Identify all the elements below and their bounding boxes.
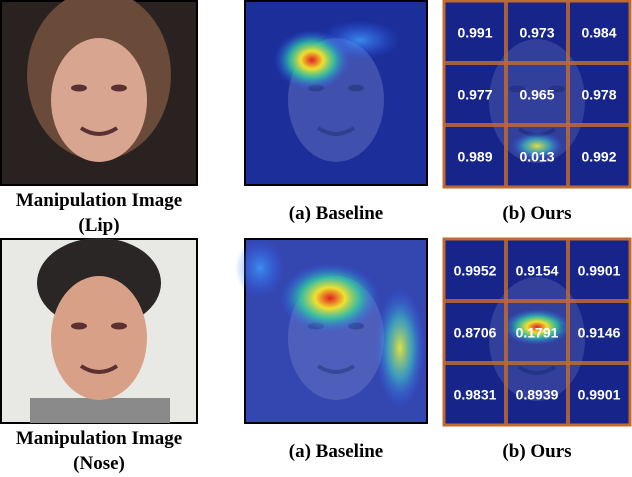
grid-score: 0.8706 xyxy=(454,325,497,341)
figure: 0.991 0.973 0.984 0.977 0.965 0.978 0.989 0.013… xyxy=(0,0,632,477)
grid-score: 0.9952 xyxy=(454,263,497,279)
grid-score: 0.978 xyxy=(581,87,616,103)
grid-score: 0.973 xyxy=(519,25,554,41)
face xyxy=(51,276,147,400)
shirt xyxy=(30,398,170,423)
grid-score: 0.8939 xyxy=(516,387,559,403)
eye xyxy=(111,85,127,92)
grid-score: 0.977 xyxy=(457,87,492,103)
ours-caption: (b) Ours xyxy=(502,441,571,462)
source-caption: (Lip) xyxy=(78,215,119,236)
warm-spot xyxy=(235,238,285,298)
source-caption: Manipulation Image xyxy=(16,428,182,449)
baseline-caption: (a) Baseline xyxy=(289,441,383,462)
warm-spot xyxy=(375,288,425,408)
grid-score: 0.992 xyxy=(581,149,616,165)
grid-score: 0.9901 xyxy=(578,387,621,403)
grid-score: 0.9901 xyxy=(578,263,621,279)
ours-caption: (b) Ours xyxy=(502,203,571,224)
eye xyxy=(71,323,87,330)
grid-score: 0.991 xyxy=(457,25,492,41)
eye xyxy=(111,323,127,330)
grid-score: 0.9831 xyxy=(454,387,497,403)
grid-score: 0.984 xyxy=(581,25,616,41)
eye xyxy=(348,85,364,92)
grid-score: 0.965 xyxy=(519,87,554,103)
grid-score: 0.1791 xyxy=(516,325,559,341)
eye xyxy=(71,85,87,92)
source-caption: (Nose) xyxy=(73,453,125,474)
grid-score: 0.9146 xyxy=(578,325,621,341)
grid-score: 0.013 xyxy=(519,149,554,165)
source-caption: Manipulation Image xyxy=(16,190,182,211)
warm-spot xyxy=(320,20,400,60)
grid-score: 0.989 xyxy=(457,149,492,165)
hot-spot xyxy=(280,263,380,333)
face xyxy=(51,38,147,162)
grid-score: 0.9154 xyxy=(516,263,559,279)
baseline-caption: (a) Baseline xyxy=(289,203,383,224)
